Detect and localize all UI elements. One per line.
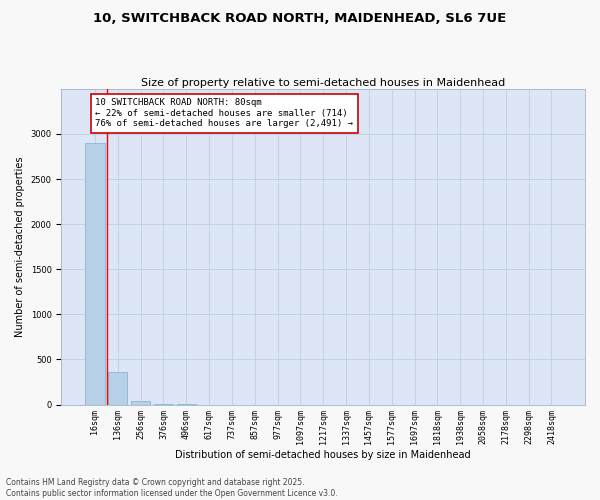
Text: 10 SWITCHBACK ROAD NORTH: 80sqm
← 22% of semi-detached houses are smaller (714)
: 10 SWITCHBACK ROAD NORTH: 80sqm ← 22% of…	[95, 98, 353, 128]
Title: Size of property relative to semi-detached houses in Maidenhead: Size of property relative to semi-detach…	[141, 78, 505, 88]
Bar	[108, 372, 127, 404]
Text: 10, SWITCHBACK ROAD NORTH, MAIDENHEAD, SL6 7UE: 10, SWITCHBACK ROAD NORTH, MAIDENHEAD, S…	[94, 12, 506, 26]
Bar	[85, 143, 104, 405]
X-axis label: Distribution of semi-detached houses by size in Maidenhead: Distribution of semi-detached houses by …	[175, 450, 471, 460]
Y-axis label: Number of semi-detached properties: Number of semi-detached properties	[15, 156, 25, 337]
Bar	[131, 401, 150, 404]
Text: Contains HM Land Registry data © Crown copyright and database right 2025.
Contai: Contains HM Land Registry data © Crown c…	[6, 478, 338, 498]
